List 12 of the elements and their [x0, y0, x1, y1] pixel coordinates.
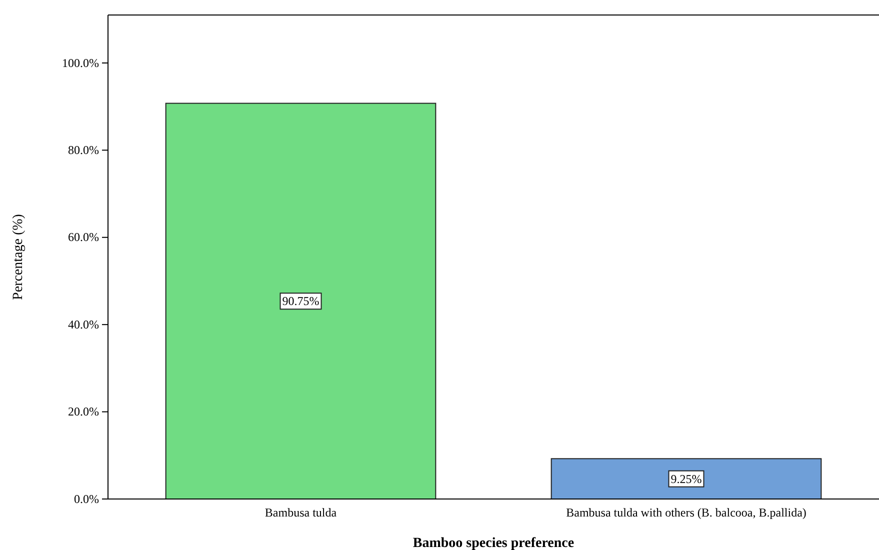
y-tick-label: 60.0% — [68, 230, 99, 244]
data-label: 9.25% — [670, 472, 702, 486]
y-tick-label: 20.0% — [68, 404, 99, 419]
y-axis-title: Percentage (%) — [11, 214, 26, 300]
x-tick-label: Bambusa tulda — [264, 505, 338, 520]
x-axis-title: Bamboo species preference — [412, 536, 574, 550]
y-tick-label: 80.0% — [68, 143, 99, 158]
y-tick-label: 0.0% — [74, 492, 99, 506]
y-tick-label: 40.0% — [68, 317, 99, 332]
x-tick-label: Bambusa tulda with others (B. balcooa, B.pallida) — [566, 505, 806, 520]
data-label: 90.75% — [282, 294, 320, 308]
y-tick-label: 100.0% — [62, 56, 99, 70]
